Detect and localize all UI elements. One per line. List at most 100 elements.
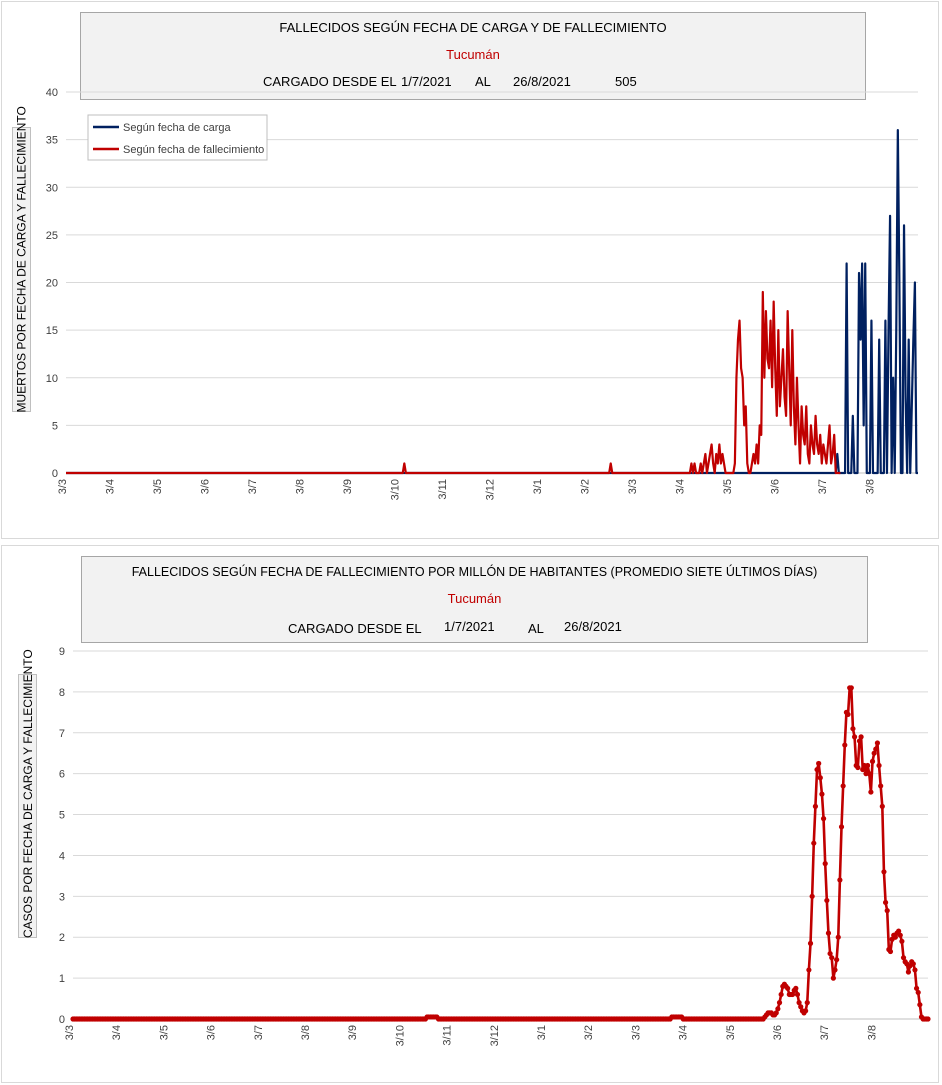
y-tick-label: 25 (46, 230, 58, 242)
data-point (830, 975, 836, 981)
data-point (835, 934, 841, 940)
chart-subtitle: Tucumán (447, 591, 502, 606)
y-tick-label: 2 (59, 932, 65, 944)
y-tick-label: 35 (46, 135, 58, 147)
x-tick-label: 3/4 (111, 1025, 123, 1040)
x-tick-label: 3/7 (817, 479, 829, 494)
data-point (915, 989, 921, 996)
data-point (809, 893, 815, 899)
data-point (887, 948, 894, 955)
y-tick-label: 0 (52, 468, 58, 480)
x-tick-label: 3/3 (57, 479, 69, 494)
x-tick-label: 3/8 (300, 1025, 312, 1040)
x-tick-label: 3/5 (725, 1025, 737, 1040)
series-line (66, 129, 918, 475)
date-from: 1/7/2021 (401, 74, 452, 89)
data-point (812, 803, 819, 809)
data-point (881, 869, 887, 875)
data-point (900, 955, 907, 961)
legend-label-carga: Según fecha de carga (123, 122, 232, 134)
y-tick-label: 4 (59, 850, 65, 862)
data-point (798, 1004, 804, 1010)
data-point (804, 1000, 810, 1006)
x-tick-label: 3/10 (390, 479, 402, 500)
chart-title-box: FALLECIDOS SEGÚN FECHA DE FALLECIMIENTO … (81, 556, 868, 643)
data-point (848, 685, 854, 691)
x-tick-label: 3/3 (64, 1025, 76, 1040)
y-tick-label: 20 (46, 278, 58, 290)
data-point (905, 969, 912, 975)
data-point (850, 726, 856, 732)
data-point (860, 766, 866, 773)
x-tick-label: 3/7 (819, 1025, 831, 1040)
chart-title-box: FALLECIDOS SEGÚN FECHA DE CARGA Y DE FAL… (80, 12, 866, 100)
data-point (855, 764, 861, 771)
y-tick-label: 1 (59, 973, 65, 985)
date-from: 1/7/2021 (444, 619, 495, 634)
x-tick-label: 3/4 (678, 1025, 690, 1040)
x-tick-label: 3/8 (295, 479, 307, 494)
x-tick-label: 3/6 (770, 479, 782, 494)
x-tick-label: 3/12 (489, 1025, 501, 1046)
legend-box (87, 114, 268, 161)
date-to: 26/8/2021 (513, 74, 571, 89)
x-tick-label: 3/4 (675, 479, 687, 494)
x-tick-label: 3/3 (630, 1025, 642, 1040)
data-point (789, 991, 796, 998)
data-point (912, 967, 918, 973)
data-point (817, 775, 823, 781)
data-point (878, 783, 884, 789)
data-point (796, 1000, 802, 1006)
data-point (816, 760, 822, 767)
data-point (794, 991, 801, 998)
data-point (807, 940, 814, 946)
data-point (897, 932, 903, 938)
data-point (834, 957, 840, 963)
x-tick-label: 3/7 (247, 479, 259, 494)
x-tick-label: 3/12 (485, 479, 497, 500)
y-tick-label: 7 (59, 728, 65, 740)
data-point (899, 938, 905, 944)
data-point (896, 928, 902, 934)
data-point (822, 861, 828, 867)
data-point (803, 1008, 809, 1014)
data-point (892, 934, 898, 940)
y-tick-label: 5 (59, 810, 65, 822)
y-axis-title-box: MUERTOS POR FECHA DE CARGA Y FALLECIMIEN… (12, 106, 31, 413)
data-point (866, 771, 872, 777)
line-chart-plot: 0 1 2 3 4 5 6 7 8 9 3/3 3/4 3/5 3/6 3/7 3/8 3/9 3/10 3/11 3… (59, 646, 931, 1046)
x-tick-label: 3/10 (394, 1025, 406, 1046)
x-tick-label: 3/7 (253, 1025, 265, 1040)
x-tick-label: 3/9 (342, 479, 354, 494)
x-tick-label: 3/9 (347, 1025, 359, 1040)
data-point (838, 824, 845, 830)
x-tick-label: 3/1 (536, 1025, 548, 1040)
data-point (858, 734, 864, 740)
date-to: 26/8/2021 (564, 619, 622, 634)
data-point (873, 746, 879, 752)
data-point (773, 1010, 779, 1016)
y-tick-label: 40 (46, 87, 58, 99)
al-label: AL (528, 621, 544, 636)
data-point (865, 762, 871, 769)
data-point (917, 1002, 923, 1008)
x-tick-label: 3/11 (437, 479, 449, 500)
data-point (778, 991, 784, 998)
chart-panel-per-million: FALLECIDOS SEGÚN FECHA DE FALLECIMIENTO … (1, 545, 939, 1083)
data-point (910, 961, 916, 967)
series-line (73, 686, 928, 1021)
data-point (806, 967, 812, 973)
chart-title: FALLECIDOS SEGÚN FECHA DE FALLECIMIENTO … (131, 565, 818, 579)
chart-subtitle: Tucumán (446, 47, 500, 62)
legend-label-fallecimiento: Según fecha de fallecimiento (123, 144, 264, 156)
total-count: 505 (615, 74, 637, 89)
x-tick-label: 3/6 (206, 1025, 218, 1040)
x-tick-label: 3/11 (442, 1025, 454, 1046)
cargado-desde-label: CARGADO DESDE EL (263, 74, 397, 89)
data-point (856, 738, 863, 744)
y-tick-label: 8 (59, 687, 65, 699)
chart-panel-carga-fallecimiento: FALLECIDOS SEGÚN FECHA DE CARGA Y DE FAL… (1, 1, 939, 539)
data-point (827, 950, 833, 957)
x-tick-label: 3/1 (532, 479, 544, 494)
data-point (832, 967, 838, 973)
